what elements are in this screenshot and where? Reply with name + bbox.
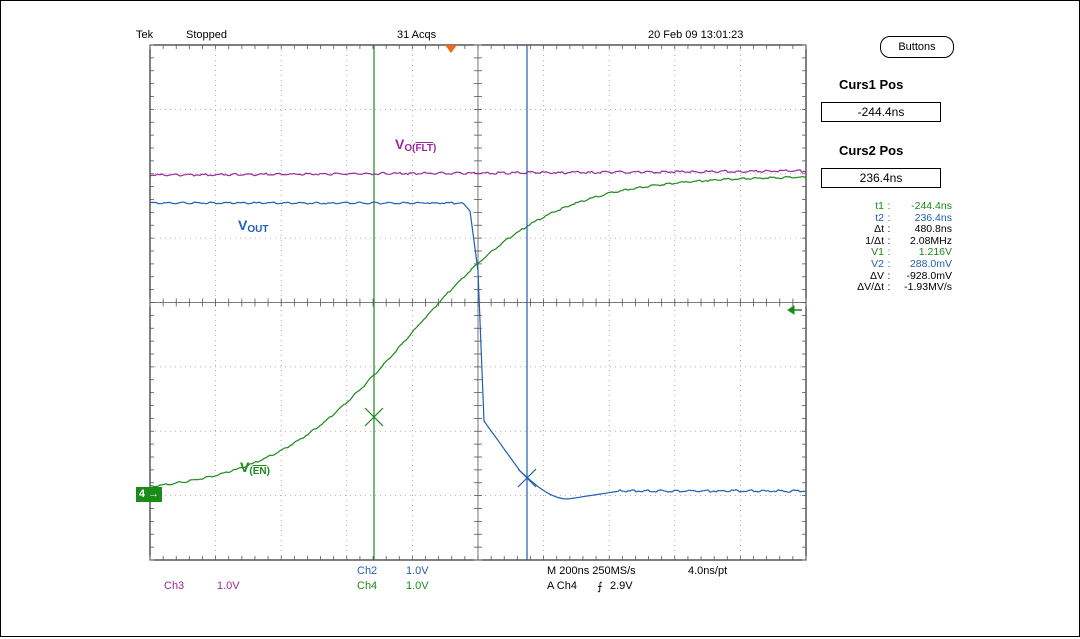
ch4-marker-label: 4 (138, 488, 146, 500)
readout-label: V1 (871, 246, 884, 259)
readout-row: V2: 288.0mV (812, 257, 952, 271)
buttons-button[interactable]: Buttons (880, 36, 954, 58)
readout-row: ΔV: -928.0mV (812, 269, 952, 283)
date-time: 20 Feb 09 13:01:23 (648, 29, 744, 41)
vo-close: ) (433, 143, 437, 154)
trigger-position-icon (445, 45, 457, 53)
readout-separator: : (887, 246, 891, 259)
readout-value: 236.4ns (914, 211, 952, 224)
readout-row: Δt: 480.8ns (812, 224, 952, 236)
trace-label-ven: V(EN) (240, 459, 270, 477)
ven-open: ( (249, 466, 253, 477)
ch2-label: Ch2 (357, 565, 378, 577)
vo-sub: O( (404, 143, 416, 154)
ch3-label: Ch3 (164, 580, 185, 592)
ch3-scale: 1.0V (217, 580, 240, 592)
curs1-value-box[interactable]: -244.4ns (821, 102, 941, 122)
readout-separator: : (887, 211, 891, 224)
trace-label-vout: VOUT (238, 217, 268, 235)
readout-value: 2.08MHz (909, 234, 952, 247)
trace-ch2-vout (149, 201, 807, 500)
readout-label: ΔV/Δt (857, 281, 884, 294)
timebase: M 200ns 250MS/s (547, 565, 636, 577)
curs2-value-box[interactable]: 236.4ns (821, 168, 941, 188)
readout-value: -928.0mV (906, 269, 952, 282)
readout-separator: : (887, 269, 891, 282)
acquisition-count: 31 Acqs (397, 29, 437, 41)
readout-row: 1/Δt: 2.08MHz (812, 234, 952, 248)
trigger-source: A Ch4 (547, 580, 577, 592)
readout-value: 288.0mV (909, 257, 952, 270)
readout-row: V1: 1.216V (812, 247, 952, 259)
curs1-title: Curs1 Pos (839, 77, 904, 92)
acquisition-state: Stopped (186, 29, 227, 41)
ven-bar: EN (252, 466, 267, 477)
readout-label: Δt (874, 223, 884, 236)
vo-main: V (395, 136, 405, 152)
trace-ch4-ven (149, 175, 807, 488)
readout-separator: : (887, 234, 891, 247)
readout-value: 480.8ns (914, 223, 952, 236)
ch2-scale: 1.0V (406, 565, 429, 577)
readout-value: -244.4ns (911, 200, 952, 212)
cursor-readouts: t1: -244.4ns t2: 236.4ns Δt: 480.8ns 1/Δt: 2.08… (812, 200, 952, 294)
readout-row: t1: -244.4ns (812, 200, 952, 213)
readout-value: -1.93MV/s (904, 281, 952, 294)
readout-label: t2 (875, 211, 884, 224)
readout-separator: : (887, 257, 891, 270)
points-per-div: 4.0ns/pt (688, 565, 728, 577)
trigger-slope-icon: ⨍ (597, 581, 603, 593)
readout-row: ΔV/Δt: -1.93MV/s (812, 282, 952, 294)
readout-separator: : (887, 281, 891, 294)
ch4-ground-marker[interactable]: 4 → (136, 487, 162, 502)
readout-label: 1/Δt (865, 234, 884, 247)
readout-separator: : (887, 200, 891, 212)
readout-value: 1.216V (918, 246, 952, 259)
curs2-title: Curs2 Pos (839, 143, 904, 158)
cursor1-crosshair-x (364, 407, 384, 427)
readout-label: ΔV (869, 269, 884, 282)
trace-ch3-vo-flt (149, 169, 807, 177)
ven-main: V (240, 459, 250, 475)
vout-main: V (238, 217, 248, 233)
cursor2-crosshair-x (517, 468, 537, 488)
ch4-label: Ch4 (357, 580, 378, 592)
ven-close: ) (266, 466, 270, 477)
brand-label: Tek (136, 29, 154, 41)
trace-label-vo-flt: VO(FLT) (395, 136, 436, 154)
vout-sub: OUT (247, 224, 269, 235)
ch4-scale: 1.0V (406, 580, 429, 592)
vo-bar: FLT (415, 143, 434, 154)
readout-separator: : (887, 223, 891, 236)
readout-label: t1 (875, 200, 884, 212)
graticule-grid (149, 44, 807, 561)
trigger-level: 2.9V (610, 580, 633, 592)
trigger-level-arrow-icon (787, 305, 802, 315)
readout-label: V2 (871, 257, 884, 270)
readout-row: t2: 236.4ns (812, 211, 952, 225)
